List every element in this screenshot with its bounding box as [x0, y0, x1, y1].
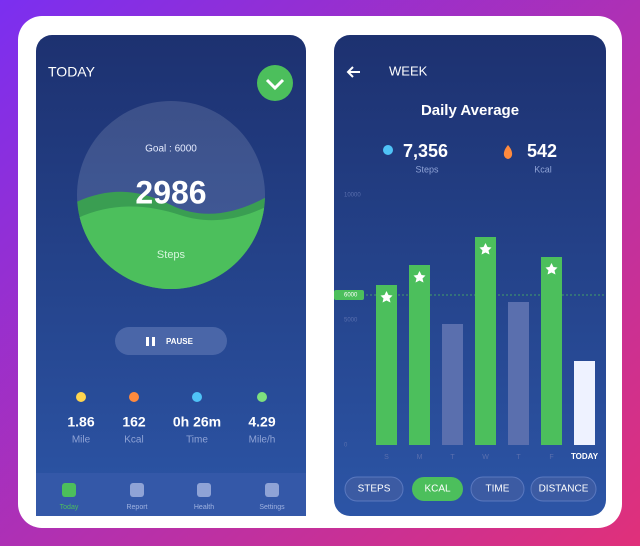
- pause-button[interactable]: [115, 327, 227, 355]
- nav-icon[interactable]: [197, 483, 211, 497]
- x-tick-label: T: [516, 454, 521, 461]
- summary-label: Steps: [415, 164, 439, 174]
- y-tick-label: 0: [344, 443, 348, 449]
- x-tick-label: T: [450, 454, 455, 461]
- bar: [574, 361, 595, 445]
- bar: [508, 302, 529, 445]
- x-tick-label: M: [417, 454, 423, 461]
- stat-label: Mile: [72, 435, 91, 446]
- summary-value: 542: [527, 141, 557, 161]
- tab[interactable]: [412, 477, 463, 501]
- y-tick-label: 10000: [344, 193, 361, 199]
- title: TODAY: [48, 64, 96, 80]
- stat-icon: [192, 392, 202, 402]
- star: [413, 271, 426, 283]
- nav-label[interactable]: Report: [126, 504, 147, 511]
- tab-label[interactable]: KCAL: [424, 484, 451, 495]
- kcal-icon: [503, 145, 513, 159]
- nav-icon[interactable]: [130, 483, 144, 497]
- back-button[interactable]: [346, 66, 360, 78]
- confirm-button[interactable]: [257, 65, 293, 101]
- tab[interactable]: [344, 476, 404, 502]
- stat-label: Kcal: [124, 435, 143, 446]
- tab-label[interactable]: DISTANCE: [539, 484, 589, 495]
- x-tick-label: F: [549, 454, 553, 461]
- stat-value: 162: [122, 414, 146, 430]
- stat-value: 4.29: [248, 414, 275, 430]
- bar: [409, 265, 430, 445]
- pause-icon: [152, 337, 155, 346]
- star: [545, 263, 558, 275]
- title: WEEK: [389, 63, 428, 78]
- tab[interactable]: [530, 476, 597, 502]
- nav-label[interactable]: Today: [60, 504, 79, 511]
- stat-icon: [257, 392, 267, 402]
- stat-value: 1.86: [67, 414, 94, 430]
- summary-value: 7,356: [403, 141, 448, 161]
- stat-label: Time: [186, 435, 208, 446]
- pause-label: PAUSE: [166, 337, 194, 346]
- nav-bar: [36, 473, 306, 516]
- x-tick-label: TODAY: [571, 452, 599, 461]
- nav-label[interactable]: Health: [194, 504, 214, 511]
- stat-label: Mile/h: [249, 435, 276, 446]
- nav-icon[interactable]: [265, 483, 279, 497]
- heading: Daily Average: [421, 102, 519, 119]
- steps-count: 2986: [135, 174, 206, 210]
- phone-right: [334, 35, 606, 516]
- stat-icon: [129, 392, 139, 402]
- steps-label: Steps: [157, 249, 186, 261]
- star: [479, 243, 492, 255]
- stat-icon: [76, 392, 86, 402]
- nav-icon[interactable]: [62, 483, 76, 497]
- tab[interactable]: [470, 476, 525, 502]
- bar: [475, 237, 496, 445]
- check-icon: [265, 78, 285, 91]
- steps-icon: [383, 145, 393, 155]
- bar: [541, 257, 562, 445]
- nav-label[interactable]: Settings: [259, 504, 285, 511]
- summary-label: Kcal: [534, 164, 552, 174]
- x-tick-label: W: [482, 454, 489, 461]
- goal: Goal : 6000: [145, 144, 197, 155]
- y-tick-label: 5000: [344, 318, 358, 324]
- bar: [376, 285, 397, 445]
- star: [380, 291, 393, 303]
- x-tick-label: S: [384, 454, 389, 461]
- tab-label[interactable]: TIME: [486, 484, 510, 495]
- pause-icon: [146, 337, 149, 346]
- stat-value: 0h 26m: [173, 414, 221, 430]
- tab-label[interactable]: STEPS: [358, 484, 391, 495]
- goal-label: 6000: [344, 293, 358, 299]
- bar: [442, 324, 463, 445]
- goal-badge: [334, 290, 364, 300]
